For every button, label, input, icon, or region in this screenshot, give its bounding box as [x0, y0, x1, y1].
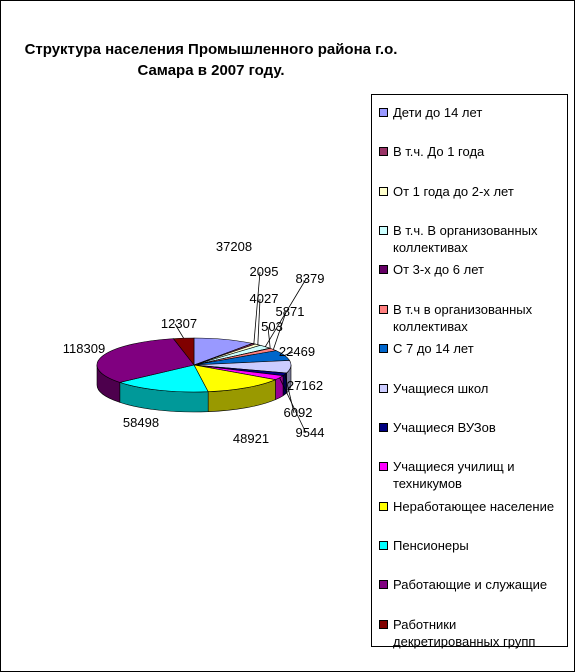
legend: Дети до 14 лет В т.ч. До 1 года От 1 года …: [371, 94, 568, 650]
legend-swatch-13: [379, 619, 388, 629]
legend-swatch-8: [379, 422, 388, 432]
legend-item-12: Работающие и служащие: [379, 576, 565, 593]
leader-line-1: [253, 271, 261, 344]
legend-item-6: С 7 до 14 лет: [379, 340, 565, 357]
legend-item-0: Дети до 14 лет: [379, 104, 565, 121]
leader-line-6: [284, 351, 294, 356]
legend-item-5: В т.ч в организованных коллективах: [379, 301, 565, 335]
leader-line-2: [257, 298, 261, 345]
legend-label-10: Неработающее население: [393, 498, 555, 514]
legend-swatch-6: [379, 344, 388, 354]
chart-title: Структура населения Промышленного района…: [1, 39, 421, 81]
data-label-7: 27162: [287, 378, 323, 393]
data-label-1: 2095: [250, 264, 279, 279]
legend-label-3: В т.ч. В организованных коллективах: [393, 223, 538, 256]
legend-label-12: Работающие и служащие: [393, 577, 548, 593]
legend-item-7: Учащиеся школ: [379, 380, 565, 397]
data-label-5: 5871: [276, 304, 305, 319]
data-label-9: 9544: [296, 425, 325, 440]
legend-item-13: Работники декретированных групп: [379, 616, 565, 650]
pie-slice-12: [96, 338, 195, 383]
legend-item-8: Учащиеся ВУЗов: [379, 419, 565, 436]
legend-label-4: От 3-х до 6 лет: [393, 262, 484, 278]
legend-label-6: С 7 до 14 лет: [393, 341, 474, 357]
legend-label-8: Учащиеся ВУЗов: [393, 419, 496, 435]
legend-label-2: От 1 года до 2-х лет: [393, 183, 514, 199]
legend-item-10: Неработающее население: [379, 498, 565, 515]
data-label-6: 22469: [279, 344, 315, 359]
data-label-11: 58498: [123, 415, 159, 430]
legend-swatch-0: [379, 108, 388, 117]
legend-item-4: От 3-х до 6 лет: [379, 261, 565, 278]
leader-line-13: [174, 323, 184, 339]
legend-swatch-1: [379, 147, 388, 157]
leader-line-9: [279, 377, 307, 434]
legend-item-2: От 1 года до 2-х лет: [379, 183, 565, 200]
legend-swatch-12: [379, 580, 388, 590]
data-label-12: 118309: [63, 341, 105, 356]
legend-label-1: В т.ч. До 1 года: [393, 144, 485, 160]
legend-swatch-9: [379, 462, 388, 472]
legend-swatch-3: [379, 226, 388, 236]
chart-title-line-2: Самара в 2007 году.: [137, 62, 285, 79]
legend-swatch-10: [379, 501, 388, 511]
legend-swatch-4: [379, 265, 388, 275]
legend-item-9: Учащиеся училищ и техникумов: [379, 458, 565, 492]
data-label-2: 4027: [250, 291, 279, 306]
data-label-0: 37208: [216, 239, 252, 254]
chart-title-line-1: Структура населения Промышленного района…: [24, 41, 398, 58]
legend-swatch-11: [379, 540, 388, 550]
data-label-4: 503: [261, 319, 283, 334]
legend-swatch-5: [379, 304, 388, 314]
legend-label-9: Учащиеся училищ и техникумов: [393, 459, 515, 492]
legend-item-1: В т.ч. До 1 года: [379, 143, 565, 160]
data-label-13: 12307: [161, 316, 197, 331]
data-label-3: 8379: [296, 271, 325, 286]
legend-label-7: Учащиеся школ: [393, 380, 489, 396]
legend-label-5: В т.ч в организованных коллективах: [393, 301, 533, 334]
legend-label-0: Дети до 14 лет: [393, 105, 483, 120]
legend-swatch-7: [379, 383, 388, 393]
leader-line-8: [284, 374, 295, 414]
legend-label-13: Работники декретированных групп: [393, 616, 536, 649]
pie-slice-10: [193, 364, 277, 393]
pie-slice-11: [118, 364, 209, 393]
leader-line-4: [267, 326, 271, 349]
data-label-10: 48921: [233, 431, 269, 446]
legend-label-11: Пенсионеры: [393, 537, 469, 553]
legend-swatch-2: [379, 186, 388, 196]
legend-item-11: Пенсионеры: [379, 537, 565, 554]
leader-line-5: [273, 311, 287, 350]
legend-item-3: В т.ч. В организованных коллективах: [379, 222, 565, 256]
data-label-8: 6092: [284, 405, 313, 420]
